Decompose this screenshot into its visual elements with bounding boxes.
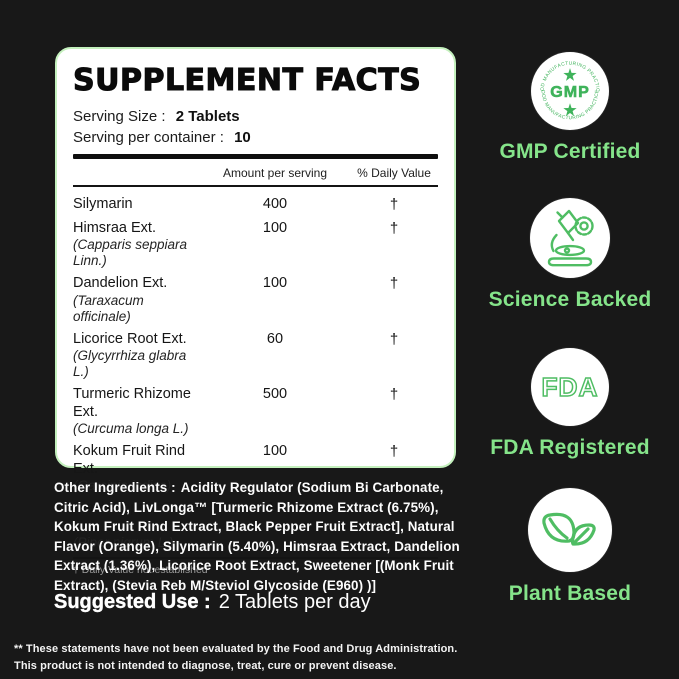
ingredient-name: Licorice Root Ext. xyxy=(73,330,187,347)
table-row: Licorice Root Ext. (Glycyrrhiza glabra L… xyxy=(73,331,438,381)
ingredient-cell: Turmeric Rhizome Ext. (Curcuma longa L.) xyxy=(73,386,200,437)
ingredient-name: Silymarin xyxy=(73,196,133,212)
panel-title: SUPPLEMENT FACTS xyxy=(72,62,422,98)
daily-value-dagger: † xyxy=(389,386,399,403)
leaf-icon xyxy=(528,488,612,572)
daily-value-dagger: † xyxy=(389,275,399,292)
other-ingredients: Other Ingredients : Acidity Regulator (So… xyxy=(54,478,464,596)
daily-value-dagger: † xyxy=(389,500,399,517)
amount-value: 10 xyxy=(266,500,284,516)
amount-value: 500 xyxy=(262,386,288,402)
badge-fda-registered: FDA FDA Registered xyxy=(490,348,650,460)
ingredient-cell: Dandelion Ext. (Taraxacum officinale) xyxy=(73,275,200,325)
suggested-use-value: 2 Tablets per day xyxy=(218,591,371,613)
badge-label: Plant Based xyxy=(508,582,632,605)
ingredient-name: Turmeric Rhizome Ext. xyxy=(73,386,191,420)
amount-value: 400 xyxy=(262,196,288,212)
badge-label: GMP Certified xyxy=(499,140,641,163)
badge-plant-based: Plant Based xyxy=(490,488,650,606)
ingredient-cell: Himsraa Ext. (Capparis seppiara Linn.) xyxy=(73,220,200,270)
serving-size-label: Serving Size : xyxy=(73,108,166,125)
svg-text:GMP: GMP xyxy=(550,83,590,101)
ingredient-cell: Black Pepper Fruit Ext. (Piper nigrum L.… xyxy=(73,500,200,551)
table-header: Amount per serving % Daily Value xyxy=(73,159,438,185)
supplement-facts-panel: SUPPLEMENT FACTS Serving Size : 2 Tablet… xyxy=(55,47,456,576)
ingredient-latin-name: (Taraxacum officinale) xyxy=(73,292,144,324)
daily-value-dagger: † xyxy=(389,219,399,237)
daily-value-dagger: † xyxy=(389,443,399,460)
ingredient-latin-name: (Capparis seppiara Linn.) xyxy=(73,237,188,268)
amount-value: 100 xyxy=(262,443,288,459)
other-ingredients-text: Acidity Regulator (Sodium Bi Carbonate, … xyxy=(54,480,460,593)
ingredient-latin-name: (Curcuma longa L.) xyxy=(73,421,189,436)
table-row: Silymarin 400 † xyxy=(73,196,438,214)
table-row: Dandelion Ext. (Taraxacum officinale) 10… xyxy=(73,275,438,325)
table-row: Turmeric Rhizome Ext. (Curcuma longa L.)… xyxy=(73,386,438,437)
table-row: Himsraa Ext. (Capparis seppiara Linn.) 1… xyxy=(73,220,438,270)
serving-size-value: 2 Tablets xyxy=(175,108,240,125)
servings-label: Serving per container : xyxy=(73,129,224,146)
badge-label: FDA Registered xyxy=(490,436,650,459)
divider-thick xyxy=(73,154,438,159)
ingredient-latin-name: (Piper nigrum L.) xyxy=(73,535,174,550)
ingredient-name: Black Pepper Fruit Ext. xyxy=(73,500,193,534)
badge-science-backed: Science Backed xyxy=(488,198,652,312)
daily-value-footnote: † Daily Value not established xyxy=(73,564,208,576)
ingredient-name: Dandelion Ext. xyxy=(73,275,168,291)
amount-value: 100 xyxy=(262,219,288,236)
serving-size-line: Serving Size : 2 Tablets xyxy=(73,106,438,127)
table-row: Kokum Fruit Rind Ext. (Garcinia indica) … xyxy=(73,443,438,494)
ingredient-table: Silymarin 400 † Himsraa Ext. (Capparis s… xyxy=(73,187,438,551)
ingredient-name: Himsraa Ext. xyxy=(73,219,156,236)
column-header-daily-value: % Daily Value xyxy=(357,166,431,180)
gmp-seal-icon: GOOD MANUFACTURING PRACTICES GOOD MANUFA… xyxy=(531,52,609,130)
daily-value-dagger: † xyxy=(389,330,399,348)
ingredient-cell: Silymarin xyxy=(73,196,200,214)
divider-thin-bottom xyxy=(73,557,438,559)
svg-text:FDA: FDA xyxy=(541,372,598,402)
table-row: Black Pepper Fruit Ext. (Piper nigrum L.… xyxy=(73,500,438,551)
microscope-icon xyxy=(530,198,610,278)
ingredient-cell: Kokum Fruit Rind Ext. (Garcinia indica) xyxy=(73,443,200,494)
fda-logo-icon: FDA xyxy=(531,348,609,426)
column-header-amount: Amount per serving xyxy=(222,166,328,180)
amount-value: 100 xyxy=(262,275,288,291)
disclaimer-line-1: ** These statements have not been evalua… xyxy=(14,643,458,655)
suggested-use-label: Suggested Use : xyxy=(54,591,211,613)
other-ingredients-label: Other Ingredients : xyxy=(54,480,176,495)
ingredient-latin-name: (Garcinia indica) xyxy=(73,478,172,493)
badge-gmp-certified: GOOD MANUFACTURING PRACTICES GOOD MANUFA… xyxy=(490,52,650,164)
suggested-use: Suggested Use : 2 Tablets per day xyxy=(54,591,371,614)
servings-value: 10 xyxy=(234,129,251,146)
divider-thin xyxy=(73,185,438,187)
servings-per-container-line: Serving per container : 10 xyxy=(73,127,438,148)
disclaimer-line-2: This product is not intended to diagnose… xyxy=(14,660,397,672)
badge-label: Science Backed xyxy=(488,288,652,311)
ingredient-name: Kokum Fruit Rind Ext. xyxy=(73,443,186,477)
fda-disclaimer: ** These statements have not been evalua… xyxy=(14,641,474,675)
daily-value-dagger: † xyxy=(389,196,399,213)
amount-value: 60 xyxy=(266,330,284,347)
ingredient-latin-name: (Glycyrrhiza glabra L.) xyxy=(73,348,187,379)
ingredient-cell: Licorice Root Ext. (Glycyrrhiza glabra L… xyxy=(73,331,200,381)
